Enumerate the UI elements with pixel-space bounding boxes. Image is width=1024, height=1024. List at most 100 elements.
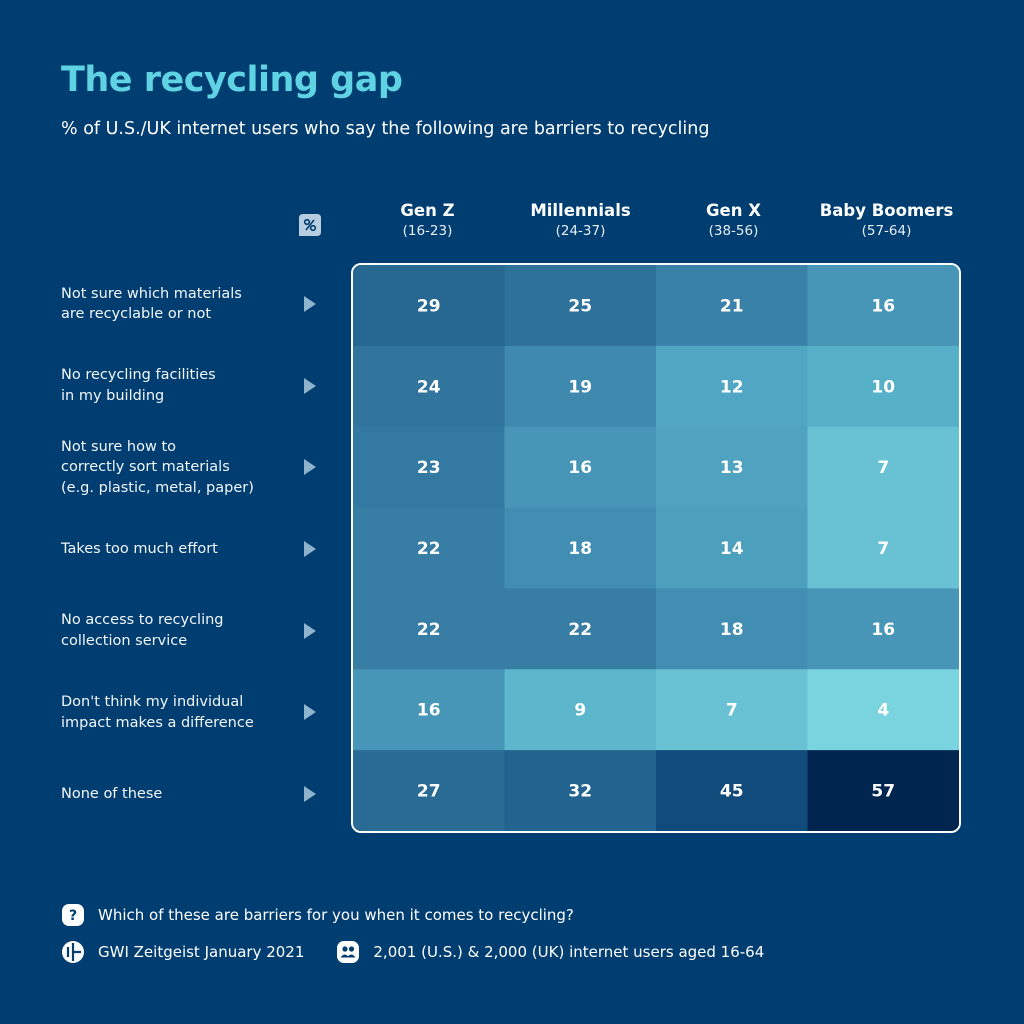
column-age-range: (24-37): [555, 223, 606, 239]
column-header: Gen Z (16-23): [351, 201, 504, 239]
heatmap-cell: [504, 750, 657, 831]
row-expand-arrow-icon[interactable]: [304, 295, 316, 312]
row-label-line: No recycling facilities: [61, 367, 216, 384]
row-label-line: collection service: [61, 632, 188, 649]
heatmap-cell: [504, 345, 657, 428]
column-header: Millennials (24-37): [504, 201, 657, 239]
row-label-line: correctly sort materials: [61, 459, 230, 476]
heatmap-cell-value: 7: [726, 701, 738, 721]
row-label-line: Don't think my individual: [61, 694, 244, 710]
chart-subtitle: % of U.S./UK internet users who say the …: [61, 119, 710, 139]
row-expand-arrow-icon[interactable]: [304, 704, 316, 721]
row-label: Don't think my individual impact makes a …: [61, 672, 293, 754]
heatmap-grid: 29 25 21 16 24 19 12 10 23 16 13 7 22 18 14 7 22 22 18 16 16…: [351, 263, 961, 833]
column-name: Gen X: [706, 201, 761, 220]
footer-meta: GWI Zeitgeist January 2021 2,001 (U.S.) …: [61, 940, 764, 964]
heatmap-cell-value: 22: [417, 539, 441, 559]
heatmap-cell-value: 16: [417, 701, 441, 721]
heatmap-cell: [656, 507, 809, 590]
row-label-line: None of these: [61, 785, 163, 802]
heatmap-cell: [807, 345, 959, 428]
heatmap-cell: [504, 507, 657, 590]
column-age-range: (16-23): [402, 223, 453, 239]
heatmap-cell: [656, 750, 809, 831]
filter-icon[interactable]: [296, 211, 324, 239]
heatmap-cell-value: 16: [568, 458, 592, 478]
heatmap-cell-value: 27: [417, 782, 441, 802]
heatmap-cell-value: 45: [720, 782, 744, 802]
svg-text:?: ?: [69, 908, 77, 924]
heatmap-cell-value: 10: [871, 377, 895, 397]
heatmap-cell-value: 22: [568, 620, 592, 640]
heatmap-cell: [353, 507, 506, 590]
heatmap-cell-value: 57: [871, 782, 895, 802]
row-expand-arrow-icon[interactable]: [304, 377, 316, 394]
heatmap-cell-value: 18: [568, 539, 592, 559]
column-age-range: (57-64): [861, 223, 912, 239]
row-label: None of these: [61, 753, 293, 835]
question-text: Which of these are barriers for you when…: [98, 906, 574, 924]
row-expand-arrow-icon[interactable]: [304, 622, 316, 639]
row-label: Takes too much effort: [61, 508, 293, 590]
heatmap-cell: [807, 426, 959, 509]
row-expand-arrow-icon[interactable]: [304, 540, 316, 557]
heatmap-cell: [504, 588, 657, 670]
heatmap-cell-value: 19: [568, 377, 592, 397]
heatmap-svg: 29 25 21 16 24 19 12 10 23 16 13 7 22 18 14 7 22 22 18 16 16…: [353, 265, 959, 831]
heatmap-cell: [353, 669, 506, 751]
heatmap-cell-value: 16: [871, 620, 895, 640]
heatmap-cell: [656, 426, 809, 509]
heatmap-cell-value: 32: [568, 782, 592, 802]
row-label-line: Not sure which materials: [61, 285, 242, 302]
heatmap-cell: [504, 669, 657, 751]
users-icon: [337, 941, 360, 963]
row-label: No access to recycling collection service: [61, 590, 293, 672]
heatmap-cell: [656, 588, 809, 670]
heatmap-cell: [807, 265, 959, 347]
heatmap-cell: [807, 507, 959, 590]
row-label-line: in my building: [61, 387, 165, 404]
row-label-line: impact makes a difference: [61, 714, 254, 731]
row-expand-arrow-icon[interactable]: [304, 786, 316, 803]
heatmap-cell-value: 13: [720, 458, 744, 478]
heatmap-cell-value: 24: [417, 377, 441, 397]
column-header: Baby Boomers (57-64): [810, 201, 963, 239]
question-icon: ?: [62, 904, 84, 926]
column-header: Gen X (38-56): [657, 201, 810, 239]
heatmap-cell: [353, 265, 506, 347]
heatmap-cell-value: 25: [568, 296, 592, 316]
heatmap-cell-value: 21: [720, 296, 744, 316]
gwi-logo-icon: [62, 941, 84, 963]
heatmap-cell: [807, 669, 959, 751]
heatmap-cell-value: 14: [720, 539, 744, 559]
row-label-line: No access to recycling: [61, 612, 224, 629]
column-name: Baby Boomers: [819, 201, 954, 220]
heatmap-cell-value: 29: [417, 296, 441, 316]
heatmap-cell: [656, 265, 809, 347]
heatmap-cell-value: 7: [877, 458, 889, 478]
heatmap-cell: [353, 750, 506, 831]
row-expand-arrow-icon[interactable]: [304, 459, 316, 476]
heatmap-cell: [353, 345, 506, 428]
row-label: Not sure how to correctly sort materials (…: [61, 426, 293, 508]
row-label: Not sure which materials are recyclable o…: [61, 263, 293, 345]
heatmap-cell-value: 9: [574, 701, 586, 721]
row-label-line: Takes too much effort: [61, 540, 218, 557]
footer-question: ? Which of these are barriers for you wh…: [61, 903, 574, 927]
heatmap-cell: [353, 426, 506, 509]
heatmap-cell: [656, 669, 809, 751]
heatmap-cell: [504, 265, 657, 347]
row-label: No recycling facilities in my building: [61, 345, 293, 427]
heatmap-cell-value: 18: [720, 620, 744, 640]
heatmap-cell-value: 22: [417, 620, 441, 640]
row-label-line: (e.g. plastic, metal, paper): [61, 479, 254, 496]
heatmap-cell-value: 4: [877, 701, 889, 721]
column-name: Millennials: [530, 201, 631, 220]
heatmap-cell-value: 12: [720, 377, 744, 397]
source-text: GWI Zeitgeist January 2021: [98, 943, 305, 961]
chart-title: The recycling gap: [61, 60, 403, 100]
heatmap-cell-value: 23: [417, 458, 441, 478]
heatmap-cell: [353, 588, 506, 670]
heatmap-cell: [656, 345, 809, 428]
heatmap-cell-value: 16: [871, 296, 895, 316]
